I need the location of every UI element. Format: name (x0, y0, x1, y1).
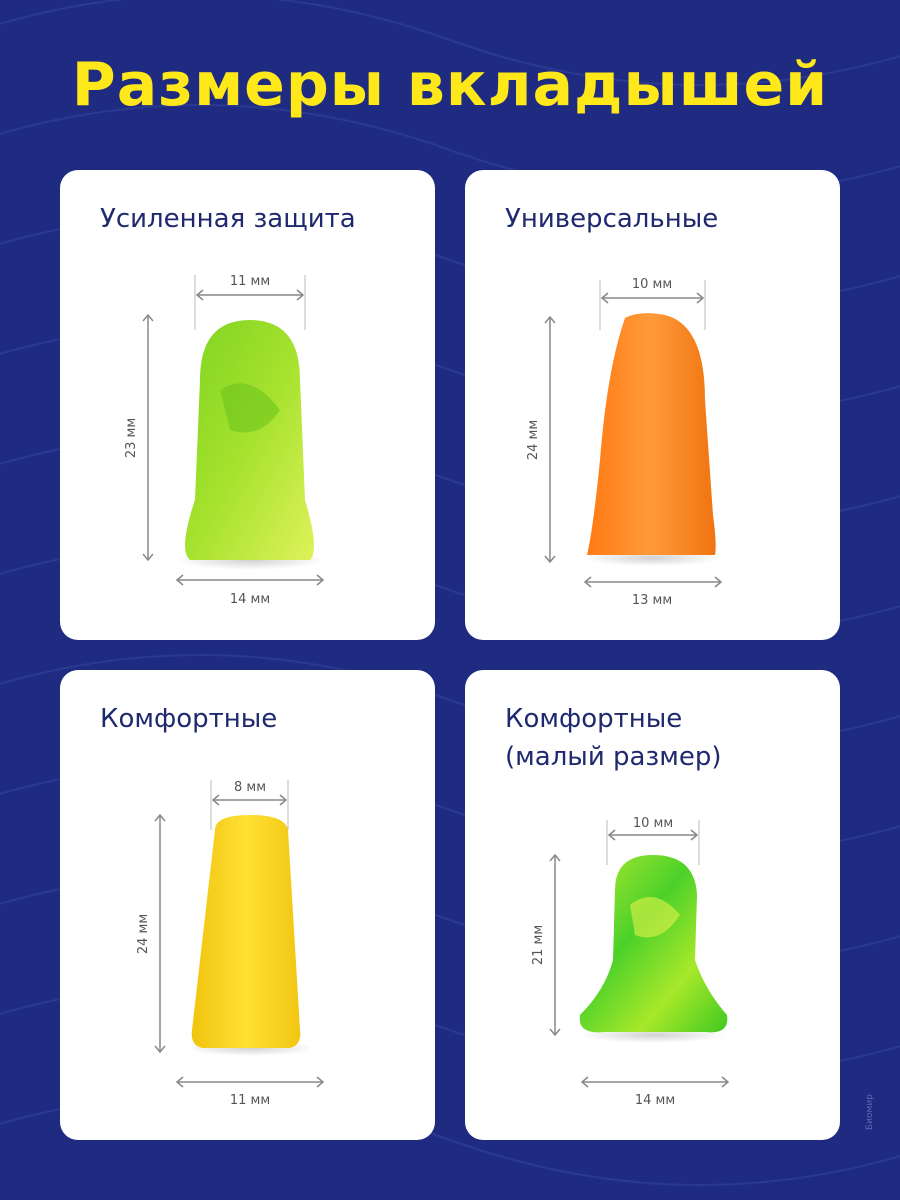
bottom-width-label: 14 мм (230, 592, 270, 607)
earplug-image (191, 815, 301, 1048)
earplug-figure: 10 мм 24 мм 13 мм (526, 277, 723, 608)
earplug-figure: 8 мм 24 мм 11 мм (136, 780, 325, 1108)
earplug-figure: 10 мм 21 мм 14 мм (531, 816, 730, 1108)
card-universal: Универсальные 10 мм 24 мм 13 мм (465, 170, 840, 640)
height-label: 24 мм (136, 914, 151, 954)
card-title: Усиленная защита (100, 204, 356, 234)
height-label: 23 мм (124, 418, 139, 458)
top-width-label: 11 мм (230, 274, 270, 289)
card-title: Комфортные (505, 704, 683, 734)
top-width-label: 10 мм (633, 816, 673, 831)
card-subtitle: (малый размер) (505, 742, 722, 772)
height-label: 24 мм (526, 420, 541, 460)
bottom-width-label: 13 мм (632, 593, 672, 608)
earplug-figure: 11 мм 23 мм 14 мм (124, 274, 325, 607)
top-width-label: 8 мм (234, 780, 266, 795)
height-label: 21 мм (531, 925, 546, 965)
card-title: Универсальные (505, 204, 719, 234)
watermark: Биомир (865, 1094, 875, 1130)
card-comfort-small: Комфортные (малый размер) 10 мм 21 мм (465, 670, 840, 1140)
bottom-width-label: 11 мм (230, 1093, 270, 1108)
earplug-image (587, 313, 716, 555)
bottom-width-label: 14 мм (635, 1093, 675, 1108)
card-title: Комфортные (100, 704, 278, 734)
card-reinforced: Усиленная защита 11 мм 23 мм (60, 170, 435, 640)
top-width-label: 10 мм (632, 277, 672, 292)
card-comfort: Комфортные 8 мм 24 мм 11 мм (60, 670, 435, 1140)
earplug-image (185, 320, 314, 560)
earplug-image (579, 855, 728, 1033)
page-title: Размеры вкладышей (71, 50, 829, 120)
